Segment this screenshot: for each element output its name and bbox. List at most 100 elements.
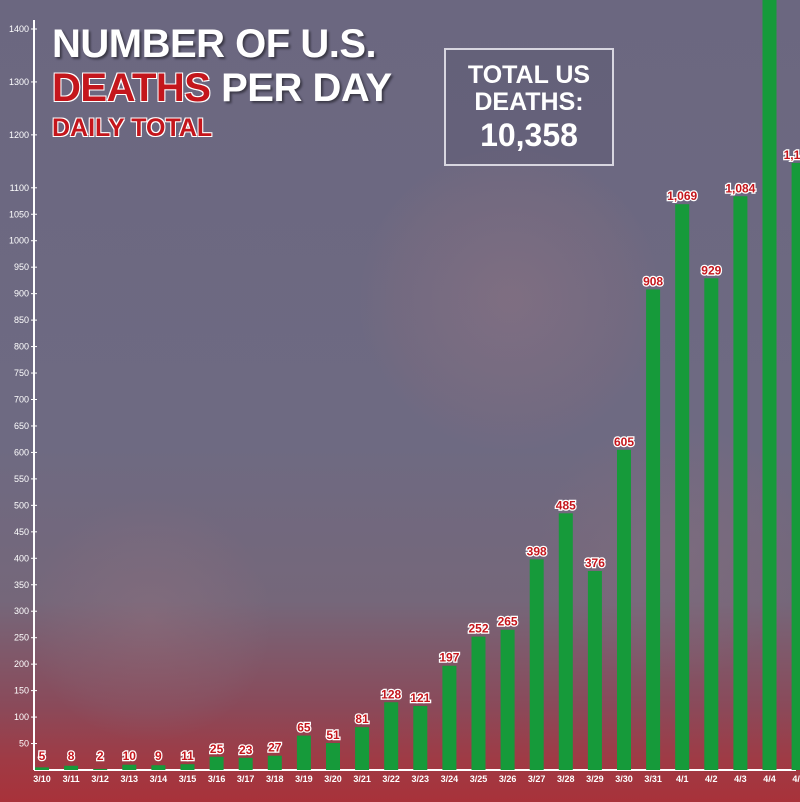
bar-value-label: 23 (239, 743, 253, 757)
x-tick-label: 3/11 (63, 774, 80, 784)
y-tick-label: 350 (14, 580, 29, 590)
y-tick-label: 250 (14, 633, 29, 643)
total-deaths-value: 10,358 (480, 117, 578, 153)
y-tick-label: 500 (14, 500, 29, 510)
x-tick-label: 3/24 (441, 774, 459, 784)
x-tick-label: 3/22 (382, 774, 400, 784)
x-tick-label: 3/25 (470, 774, 488, 784)
bar-value-label: 81 (355, 712, 369, 726)
y-tick-label: 750 (14, 368, 29, 378)
bar (64, 765, 79, 770)
bar-value-label: 65 (297, 721, 311, 735)
x-tick-label: 3/16 (208, 774, 226, 784)
bar-value-label: 485 (556, 498, 576, 512)
bar (267, 755, 282, 770)
bar-value-label: 197 (439, 651, 459, 665)
bar (529, 559, 544, 770)
x-tick-label: 3/27 (528, 774, 546, 784)
bar (762, 0, 777, 770)
bar (151, 765, 166, 770)
virus-background-image (30, 500, 270, 740)
y-tick-label: 550 (14, 474, 29, 484)
bar (326, 743, 340, 770)
bar-value-label: 1,147 (784, 148, 800, 162)
x-tick-label: 3/12 (91, 774, 109, 784)
bar-value-label: 27 (268, 741, 282, 755)
x-tick-label: 4/3 (734, 774, 747, 784)
bar (500, 629, 515, 770)
x-tick-label: 3/29 (586, 774, 604, 784)
bar-value-label: 605 (614, 435, 634, 449)
y-tick-label: 800 (14, 342, 29, 352)
y-tick-label: 300 (14, 606, 29, 616)
bar (471, 636, 486, 770)
bar (122, 764, 137, 770)
x-tick-label: 4/5 (792, 774, 800, 784)
bar-value-label: 9 (155, 749, 162, 763)
y-tick-label: 1400 (9, 24, 29, 34)
bar (733, 196, 748, 771)
bar-value-label: 121 (410, 691, 430, 705)
x-tick-label: 3/17 (237, 774, 255, 784)
bar-value-label: 398 (527, 544, 547, 558)
bar (587, 570, 602, 770)
bar (646, 289, 661, 770)
y-tick-label: 1000 (9, 236, 29, 246)
bar (617, 449, 631, 770)
bar (442, 665, 457, 770)
y-tick-label: 450 (14, 527, 29, 537)
y-tick-label: 850 (14, 315, 29, 325)
bar-value-label: 265 (498, 615, 518, 629)
bar-value-label: 929 (701, 263, 721, 277)
y-tick-label: 1050 (9, 209, 29, 219)
bar (355, 727, 370, 770)
y-tick-label: 1100 (10, 183, 29, 193)
chart-title-per-day: PER DAY (210, 66, 392, 110)
y-tick-label: 200 (14, 659, 29, 669)
x-tick-label: 3/26 (499, 774, 517, 784)
bar (238, 757, 253, 770)
y-tick-label: 1300 (9, 77, 29, 87)
chart-title-line-1: NUMBER OF U.S. (52, 22, 377, 66)
x-tick-label: 4/1 (676, 774, 689, 784)
x-tick-label: 3/10 (33, 774, 51, 784)
bar-value-label: 5 (39, 749, 46, 763)
y-tick-label: 600 (14, 447, 29, 457)
y-tick-label: 50 (19, 739, 29, 749)
bar-value-label: 908 (643, 274, 663, 288)
bar-value-label: 2 (97, 749, 104, 763)
bar (675, 204, 690, 770)
chart-subtitle: DAILY TOTAL (52, 114, 213, 142)
y-tick-label: 700 (14, 395, 29, 405)
bar-value-label: 252 (468, 622, 488, 636)
x-tick-label: 3/21 (353, 774, 371, 784)
x-tick-label: 3/30 (615, 774, 633, 784)
y-tick-label: 650 (14, 421, 29, 431)
y-tick-label: 1200 (9, 130, 29, 140)
bar (93, 768, 108, 770)
x-tick-label: 4/2 (705, 774, 718, 784)
bar-value-label: 10 (123, 749, 137, 763)
x-tick-label: 3/13 (121, 774, 139, 784)
bar-value-label: 376 (585, 556, 605, 570)
bar (180, 764, 195, 770)
title-block: NUMBER OF U.S. DEATHS PER DAY DAILY TOTA… (52, 22, 392, 143)
x-tick-label: 3/23 (412, 774, 430, 784)
bar-value-label: 1,069 (667, 189, 697, 203)
bar-value-label: 51 (326, 728, 340, 742)
y-tick-label: 150 (14, 686, 29, 696)
y-tick-label: 100 (14, 712, 29, 722)
bar-value-label: 8 (68, 749, 75, 763)
bar (35, 767, 49, 770)
x-tick-label: 3/19 (295, 774, 313, 784)
total-deaths-box: TOTAL US DEATHS: 10,358 (444, 48, 614, 166)
x-tick-label: 3/15 (179, 774, 197, 784)
bar (209, 756, 224, 770)
bar (791, 162, 800, 770)
bar (558, 513, 573, 770)
bar (296, 735, 311, 770)
virus-background-image (540, 420, 800, 680)
x-tick-label: 4/4 (763, 774, 776, 784)
bar-value-label: 11 (181, 749, 194, 763)
bar (704, 278, 719, 770)
